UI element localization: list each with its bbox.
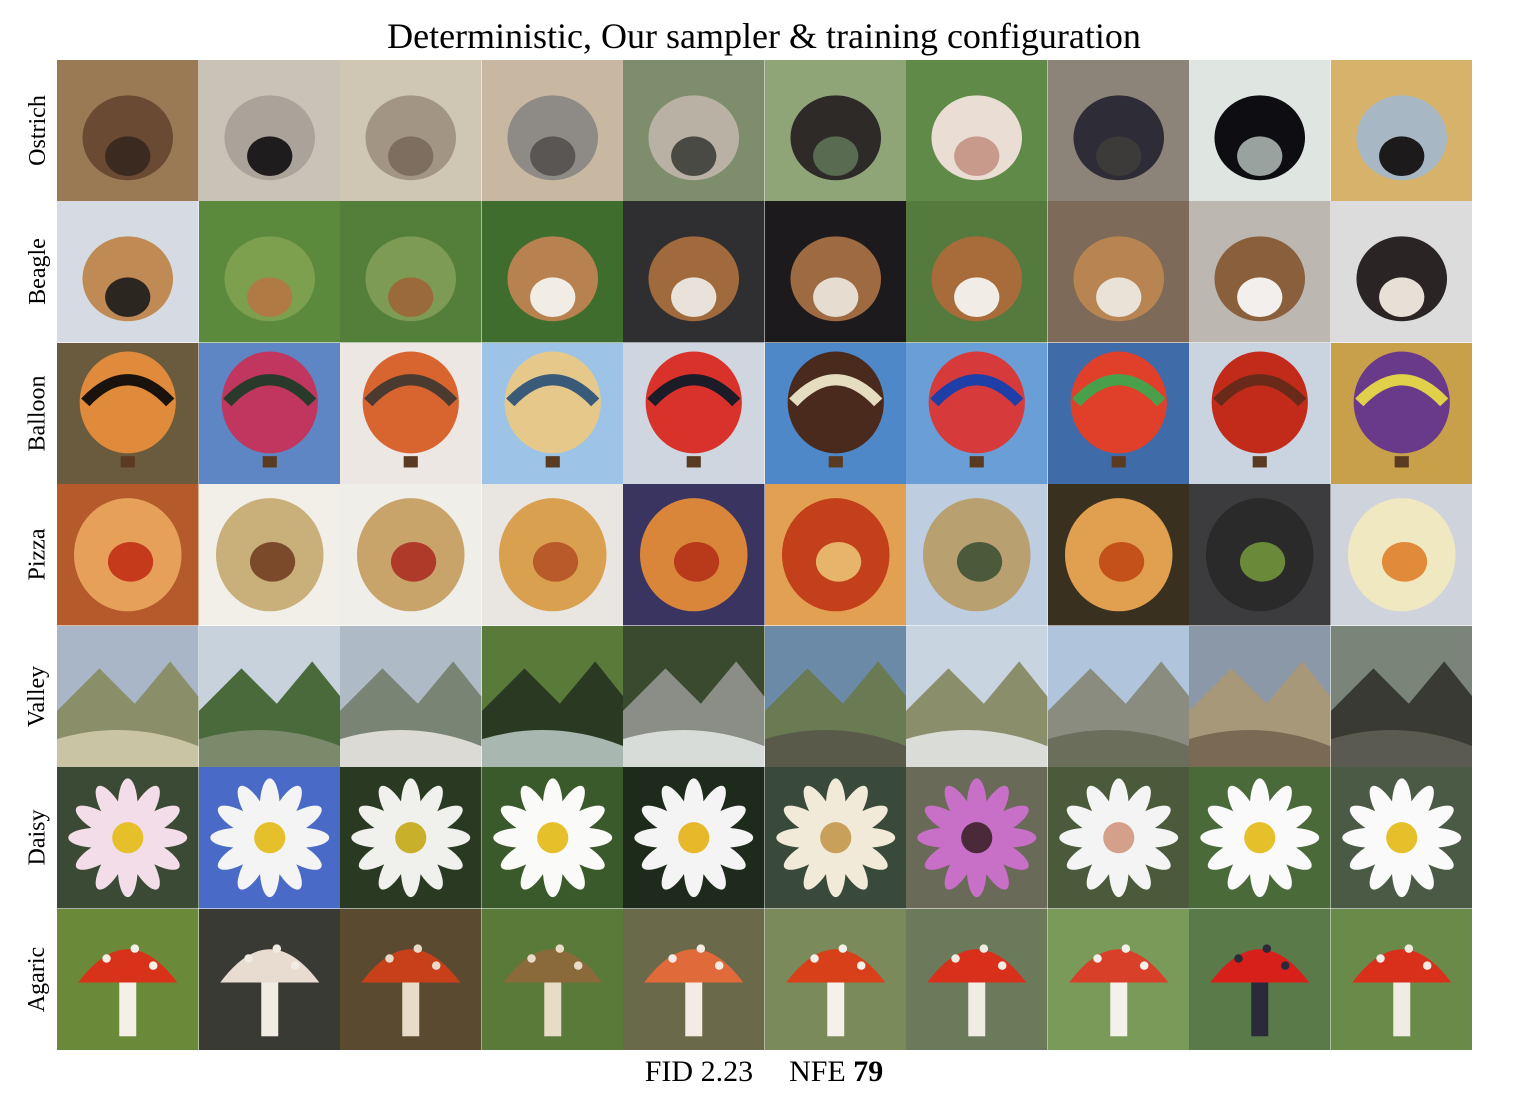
ostrich-sample-image — [1189, 60, 1331, 202]
balloon-sample-image — [340, 342, 482, 485]
row-label-ostrich: Ostrich — [24, 94, 51, 166]
row-label-balloon: Balloon — [24, 375, 51, 451]
daisy-sample-image — [481, 767, 623, 909]
ostrich-sample-image — [623, 60, 765, 202]
beagle-sample-image — [481, 201, 623, 343]
pizza-sample-image — [340, 484, 482, 626]
valley-sample-image — [198, 625, 340, 768]
balloon-sample-image — [1189, 342, 1331, 485]
beagle-sample-image — [198, 201, 340, 343]
ostrich-sample-image — [1047, 60, 1189, 202]
row-label-pizza: Pizza — [24, 528, 51, 580]
agaric-sample-image — [906, 908, 1048, 1050]
agaric-sample-image — [1330, 908, 1472, 1050]
ostrich-sample-image — [57, 60, 199, 202]
daisy-sample-image — [623, 767, 765, 909]
agaric-sample-image — [198, 908, 340, 1050]
pizza-sample-image — [764, 484, 906, 626]
balloon-sample-image — [57, 342, 199, 485]
agaric-sample-image — [57, 908, 199, 1050]
valley-sample-image — [340, 625, 482, 768]
beagle-sample-image — [340, 201, 482, 343]
pizza-sample-image — [481, 484, 623, 626]
sample-image-grid — [57, 60, 1472, 1050]
fid-label: FID — [644, 1055, 694, 1088]
balloon-sample-image — [906, 342, 1048, 485]
pizza-sample-image — [57, 484, 199, 626]
valley-sample-image — [57, 625, 199, 768]
valley-sample-image — [1047, 625, 1189, 768]
daisy-sample-image — [906, 767, 1048, 909]
pizza-sample-image — [1189, 484, 1331, 626]
beagle-sample-image — [57, 201, 199, 343]
row-label-daisy: Daisy — [24, 809, 51, 865]
valley-sample-image — [906, 625, 1048, 768]
beagle-sample-image — [1330, 201, 1472, 343]
daisy-sample-image — [1047, 767, 1189, 909]
row-label-agaric: Agaric — [24, 946, 51, 1012]
beagle-sample-image — [1189, 201, 1331, 343]
valley-sample-image — [481, 625, 623, 768]
beagle-sample-image — [1047, 201, 1189, 343]
pizza-sample-image — [623, 484, 765, 626]
balloon-sample-image — [198, 342, 340, 485]
daisy-sample-image — [764, 767, 906, 909]
agaric-sample-image — [340, 908, 482, 1050]
balloon-sample-image — [1047, 342, 1189, 485]
figure-title: Deterministic, Our sampler & training co… — [387, 16, 1141, 56]
pizza-sample-image — [1047, 484, 1189, 626]
agaric-sample-image — [481, 908, 623, 1050]
pizza-sample-image — [198, 484, 340, 626]
daisy-sample-image — [198, 767, 340, 909]
ostrich-sample-image — [340, 60, 482, 202]
pizza-sample-image — [906, 484, 1048, 626]
balloon-sample-image — [481, 342, 623, 485]
daisy-sample-image — [1189, 767, 1331, 909]
beagle-sample-image — [764, 201, 906, 343]
nfe-label: NFE — [789, 1055, 846, 1088]
ostrich-sample-image — [198, 60, 340, 202]
ostrich-sample-image — [906, 60, 1048, 202]
agaric-sample-image — [623, 908, 765, 1050]
nfe-value: 79 — [853, 1055, 884, 1088]
agaric-sample-image — [1047, 908, 1189, 1050]
metrics-footer: FID 2.23 NFE 79 — [0, 1052, 1522, 1092]
daisy-sample-image — [57, 767, 199, 909]
daisy-sample-image — [340, 767, 482, 909]
ostrich-sample-image — [481, 60, 623, 202]
balloon-sample-image — [764, 342, 906, 485]
valley-sample-image — [1189, 625, 1331, 768]
valley-sample-image — [1330, 625, 1472, 768]
valley-sample-image — [623, 625, 765, 768]
ostrich-sample-image — [764, 60, 906, 202]
agaric-sample-image — [764, 908, 906, 1050]
pizza-sample-image — [1330, 484, 1472, 626]
row-label-valley: Valley — [24, 665, 51, 727]
row-label-beagle: Beagle — [24, 237, 51, 305]
balloon-sample-image — [1330, 342, 1472, 485]
daisy-sample-image — [1330, 767, 1472, 909]
beagle-sample-image — [906, 201, 1048, 343]
balloon-sample-image — [623, 342, 765, 485]
ostrich-sample-image — [1330, 60, 1472, 202]
beagle-sample-image — [623, 201, 765, 343]
valley-sample-image — [764, 625, 906, 768]
agaric-sample-image — [1189, 908, 1331, 1050]
fid-value: 2.23 — [700, 1055, 754, 1088]
